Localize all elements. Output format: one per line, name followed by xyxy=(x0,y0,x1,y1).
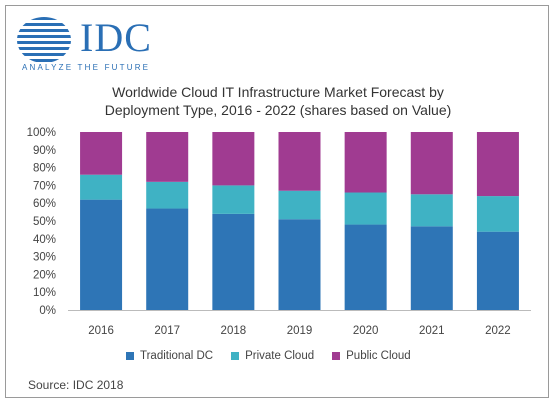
y-tick-label: 30% xyxy=(33,252,56,264)
bar-segment xyxy=(146,208,189,310)
bar-segment xyxy=(344,132,387,193)
x-tick-label: 2021 xyxy=(419,325,445,337)
bar-segment xyxy=(476,132,519,197)
legend-label: Private Cloud xyxy=(245,350,315,362)
y-tick-label: 60% xyxy=(33,198,56,210)
bar-segment xyxy=(410,132,453,195)
chart-legend: Traditional DC Private Cloud Public Cloud xyxy=(126,350,411,362)
bar-segment xyxy=(212,132,255,186)
bar-segment xyxy=(344,224,387,310)
legend-swatch xyxy=(126,352,134,360)
y-tick-label: 0% xyxy=(39,305,56,317)
y-tick-label: 10% xyxy=(33,287,56,299)
y-tick-label: 80% xyxy=(33,163,56,175)
bar-segment xyxy=(476,196,519,232)
legend-item: Public Cloud xyxy=(332,350,411,362)
y-tick-label: 70% xyxy=(33,180,56,192)
y-tick-label: 40% xyxy=(33,234,56,246)
x-tick-label: 2017 xyxy=(154,325,180,337)
x-tick-label: 2022 xyxy=(485,325,511,337)
bar-segment xyxy=(410,194,453,227)
source-note: Source: IDC 2018 xyxy=(28,378,124,392)
x-tick-label: 2018 xyxy=(221,325,247,337)
y-tick-label: 50% xyxy=(33,216,56,228)
bar-segment xyxy=(212,185,255,214)
legend-item: Private Cloud xyxy=(231,350,314,362)
bar-segment xyxy=(146,132,189,182)
idc-globe-icon xyxy=(16,16,72,69)
stacked-bar-chart: 0% 10% 20% 30% 40% 50% 60% 70% 80% 90% 100% 2016 201… xyxy=(27,127,531,337)
legend-swatch xyxy=(231,352,240,360)
bar-segment xyxy=(80,199,123,310)
bar-segment xyxy=(278,190,321,220)
x-tick-label: 2019 xyxy=(287,325,313,337)
bar-segment xyxy=(146,181,189,209)
bar-segment xyxy=(476,231,519,310)
bar-segment xyxy=(344,192,387,225)
bar-segment xyxy=(278,132,321,191)
legend-label: Traditional DC xyxy=(140,350,214,362)
chart-title-line-2: Deployment Type, 2016 - 2022 (shares bas… xyxy=(104,102,452,118)
idc-logo-text: IDC xyxy=(80,15,152,60)
y-tick-label: 100% xyxy=(27,127,56,139)
bar-segment xyxy=(278,219,321,310)
legend-swatch xyxy=(332,352,341,360)
x-tick-label: 2020 xyxy=(353,325,379,337)
y-tick-label: 90% xyxy=(33,145,56,157)
idc-tagline: ANALYZE THE FUTURE xyxy=(22,63,151,72)
chart-title-line-1: Worldwide Cloud IT Infrastructure Market… xyxy=(112,84,444,100)
bar-segment xyxy=(80,132,123,175)
chart-frame: IDC ANALYZE THE FUTURE Worldwide Cloud I… xyxy=(5,5,549,398)
bar-segment xyxy=(410,226,453,310)
bar-segment xyxy=(80,174,123,200)
legend-label: Public Cloud xyxy=(346,350,411,362)
y-tick-label: 20% xyxy=(33,269,56,281)
bar-segment xyxy=(212,213,255,310)
legend-item: Traditional DC xyxy=(126,350,213,362)
x-tick-label: 2016 xyxy=(88,325,114,337)
